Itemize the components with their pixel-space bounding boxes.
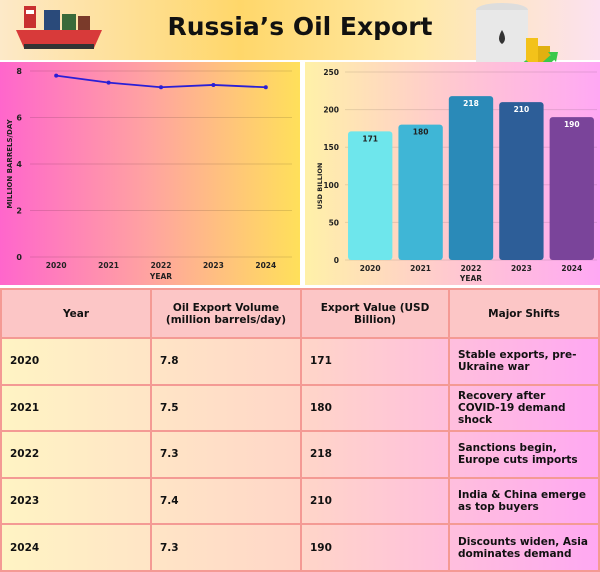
- table-row: 2021 7.5 180 Recovery after COVID-19 demand…: [0, 383, 600, 433]
- cell-year: 2020: [0, 337, 152, 386]
- cell-value: 171: [300, 337, 450, 386]
- cell-volume: 7.3: [150, 430, 302, 479]
- x-tick-label: 2021: [410, 264, 431, 273]
- table-row: 2022 7.3 218 Sanctions begin, Europe cuts i…: [0, 430, 600, 479]
- oil-tanker-ship-icon: [16, 6, 102, 49]
- cell-volume: 7.8: [150, 337, 302, 386]
- export-volume-line-chart: 0 2 4 6 8 2020 2021 2022 2023 2024 YEAR MILLION BAR…: [0, 62, 300, 285]
- cell-shift: India & China emerge as top buyers: [448, 476, 600, 526]
- cell-volume: 7.5: [150, 383, 302, 433]
- y-tick-label: 0: [16, 253, 22, 262]
- header-value: Export Value (USD Billion): [300, 288, 450, 339]
- cell-year: 2024: [0, 523, 152, 572]
- x-tick-label: 2022: [461, 264, 482, 273]
- data-label: 190: [564, 120, 580, 129]
- y-tick-label: 250: [323, 68, 339, 77]
- bar: [549, 117, 594, 260]
- x-tick-label: 2022: [151, 261, 172, 270]
- x-tick-label: 2021: [98, 261, 119, 270]
- y-tick-label: 200: [323, 106, 339, 115]
- table-row: 2024 7.3 190 Discounts widen, Asia dominate…: [0, 523, 600, 572]
- header-shifts: Major Shifts: [448, 288, 600, 339]
- table-row: 2023 7.4 210 India & China emerge as top bu…: [0, 476, 600, 526]
- data-point: [211, 82, 216, 87]
- cell-shift: Recovery after COVID-19 demand shock: [448, 383, 600, 433]
- x-tick-label: 2024: [255, 261, 276, 270]
- data-label: 171: [362, 134, 378, 143]
- cell-value: 180: [300, 383, 450, 433]
- cell-value: 190: [300, 523, 450, 572]
- x-axis-label: YEAR: [459, 274, 482, 283]
- cell-shift: Stable exports, pre-Ukraine war: [448, 337, 600, 386]
- x-tick-label: 2023: [203, 261, 224, 270]
- y-tick-label: 0: [334, 256, 339, 265]
- y-tick-label: 150: [323, 143, 339, 152]
- cell-shift: Sanctions begin, Europe cuts imports: [448, 430, 600, 479]
- cell-year: 2023: [0, 476, 152, 526]
- bar: [398, 124, 443, 260]
- table-row: 2020 7.8 171 Stable exports, pre-Ukraine wa…: [0, 337, 600, 386]
- data-label: 180: [413, 128, 429, 137]
- x-tick-label: 2020: [46, 261, 67, 270]
- bar: [499, 102, 544, 260]
- y-tick-label: 50: [329, 218, 339, 227]
- y-axis-label: USD BILLION: [316, 163, 324, 210]
- data-point: [263, 85, 268, 90]
- bar: [448, 96, 494, 260]
- data-label: 210: [514, 105, 530, 114]
- data-point: [106, 80, 111, 85]
- table-header-row: Year Oil Export Volume (million barrels/…: [0, 288, 600, 339]
- y-tick-label: 100: [323, 181, 339, 190]
- cell-year: 2021: [0, 383, 152, 433]
- y-tick-label: 6: [16, 114, 22, 123]
- x-axis-label: YEAR: [149, 272, 172, 281]
- header-year: Year: [0, 288, 152, 339]
- cell-volume: 7.3: [150, 523, 302, 572]
- data-point: [54, 73, 59, 78]
- bar: [348, 131, 393, 260]
- page-title: Russia’s Oil Export: [167, 12, 433, 41]
- cell-year: 2022: [0, 430, 152, 479]
- y-tick-label: 2: [16, 207, 22, 216]
- cell-volume: 7.4: [150, 476, 302, 526]
- data-point: [159, 85, 163, 90]
- data-label: 218: [463, 99, 479, 108]
- cell-shift: Discounts widen, Asia dominates demand: [448, 523, 600, 572]
- y-axis-label: MILLION BARRELS/DAY: [6, 118, 14, 208]
- y-tick-label: 8: [16, 67, 22, 76]
- x-tick-label: 2020: [360, 264, 381, 273]
- x-tick-label: 2024: [561, 264, 582, 273]
- cell-value: 218: [300, 430, 450, 479]
- header-volume: Oil Export Volume (million barrels/day): [150, 288, 302, 339]
- header: Russia’s Oil Export: [0, 0, 600, 83]
- export-value-bar-chart: 0 50 100 150 200 250 171 2020 180 2021 218 2022 210 2…: [305, 62, 600, 285]
- x-tick-label: 2023: [511, 264, 532, 273]
- y-tick-label: 4: [16, 160, 22, 169]
- export-table: Year Oil Export Volume (million barrels/…: [0, 288, 600, 572]
- cell-value: 210: [300, 476, 450, 526]
